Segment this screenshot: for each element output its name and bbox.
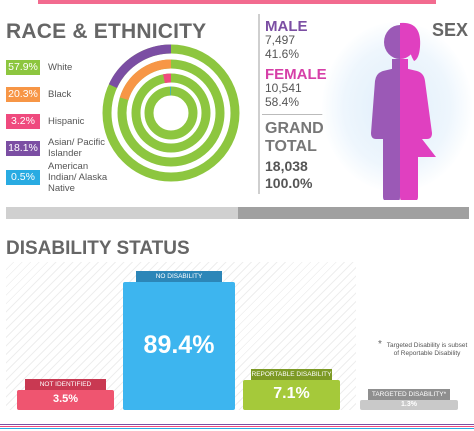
female-half-icon bbox=[400, 22, 436, 200]
race-section-title: RACE & ETHNICITY bbox=[6, 20, 207, 43]
male-half-icon bbox=[371, 25, 400, 200]
bar-category-tag: TARGETED DISABILITY* bbox=[368, 389, 450, 400]
legend-item: 20.3% Black bbox=[6, 86, 118, 102]
legend-item: 3.2% Hispanic bbox=[6, 113, 118, 129]
section-progress-fill bbox=[6, 207, 238, 219]
legend-percent-badge: 57.9% bbox=[6, 59, 40, 75]
legend-item: 57.9% White bbox=[6, 59, 118, 75]
bar-category-tag: NO DISABILITY bbox=[136, 271, 222, 282]
legend-label: Hispanic bbox=[48, 115, 85, 127]
legend-percent-badge: 0.5% bbox=[6, 169, 40, 185]
legend-label: American Indian/ Alaska Native bbox=[48, 160, 108, 194]
grand-total-count: 18,038 bbox=[265, 158, 308, 174]
bar-value-label: 1.3% bbox=[401, 400, 417, 408]
male-percent: 41.6% bbox=[265, 47, 300, 61]
note-asterisk: * bbox=[378, 339, 382, 350]
disability-section-title: DISABILITY STATUS bbox=[6, 238, 190, 259]
footnote-text: Targeted Disability is subset of Reporta… bbox=[386, 342, 468, 357]
disability-bar bbox=[17, 390, 114, 410]
disability-bar bbox=[123, 282, 235, 410]
female-title: FEMALE bbox=[265, 66, 327, 83]
legend-item: 0.5% American Indian/ Alaska Native bbox=[6, 161, 118, 194]
disability-bar bbox=[243, 380, 340, 410]
donut-ring-segment bbox=[108, 44, 172, 89]
donut-ring-track bbox=[144, 86, 198, 140]
disability-bar bbox=[360, 400, 458, 410]
legend-percent-badge: 3.2% bbox=[6, 113, 40, 129]
bar-value-label: 89.4% bbox=[143, 331, 215, 359]
male-count: 7,497 bbox=[265, 33, 296, 47]
donut-ring-segment bbox=[119, 59, 172, 101]
male-title: MALE bbox=[265, 18, 308, 35]
bottom-stripe bbox=[0, 424, 474, 431]
top-accent-bar bbox=[38, 0, 436, 4]
legend-item: 18.1% Asian/ Pacific Islander bbox=[6, 137, 118, 159]
legend-label: White bbox=[48, 61, 73, 73]
female-count: 10,541 bbox=[265, 81, 302, 95]
female-percent: 58.4% bbox=[265, 95, 300, 109]
grand-total-title: GRAND TOTAL bbox=[265, 120, 324, 155]
legend-percent-badge: 18.1% bbox=[6, 140, 40, 156]
legend-label: Black bbox=[48, 88, 72, 100]
bar-value-label: 7.1% bbox=[273, 385, 310, 403]
bar-category-tag: NOT IDENTIFIED bbox=[25, 379, 106, 390]
race-donut-chart bbox=[102, 44, 240, 182]
sex-section-title: SEX bbox=[432, 20, 469, 40]
donut-ring-segment bbox=[163, 73, 172, 84]
legend-label: Asian/ Pacific Islander bbox=[48, 137, 106, 159]
total-separator bbox=[262, 114, 324, 115]
bar-value-label: 3.5% bbox=[52, 393, 79, 406]
section-divider bbox=[258, 14, 260, 194]
male-female-figure-icon bbox=[371, 22, 436, 200]
bar-category-tag: REPORTABLE DISABILITY bbox=[251, 369, 332, 380]
grand-total-percent: 100.0% bbox=[265, 175, 313, 191]
legend-percent-badge: 20.3% bbox=[6, 86, 40, 102]
